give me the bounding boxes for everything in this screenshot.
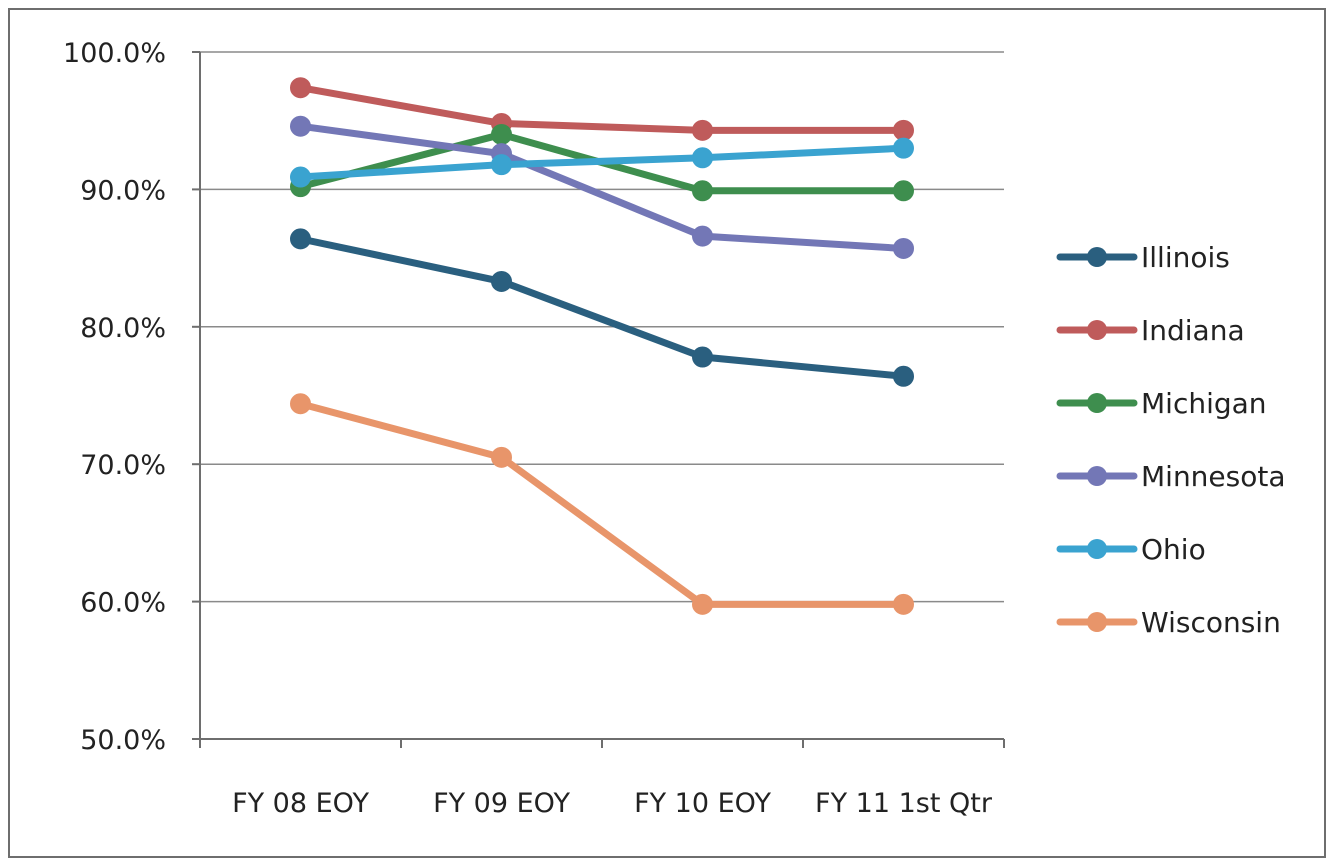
data-point-ohio xyxy=(290,166,311,188)
legend-label-illinois: Illinois xyxy=(1141,241,1230,274)
data-point-michigan xyxy=(692,180,713,202)
data-point-wisconsin xyxy=(692,593,713,615)
data-point-indiana xyxy=(893,119,914,141)
legend-label-indiana: Indiana xyxy=(1141,314,1245,347)
legend-label-michigan: Michigan xyxy=(1141,387,1267,420)
legend-swatch-marker-illinois xyxy=(1087,247,1107,267)
x-tick-label: FY 09 EOY xyxy=(433,788,570,819)
y-tick-label: 90.0% xyxy=(80,175,166,206)
data-point-michigan xyxy=(893,180,914,202)
legend-label-wisconsin: Wisconsin xyxy=(1141,606,1281,639)
data-point-minnesota xyxy=(893,237,914,259)
data-point-minnesota xyxy=(692,225,713,247)
series-line-ohio xyxy=(297,144,907,181)
data-point-ohio xyxy=(491,154,512,176)
y-tick-label: 100.0% xyxy=(63,38,166,69)
data-point-ohio xyxy=(893,137,914,159)
data-point-illinois xyxy=(893,365,914,387)
data-point-indiana xyxy=(692,119,713,141)
data-point-illinois xyxy=(491,270,512,292)
x-tick-label: FY 10 EOY xyxy=(634,788,771,819)
series-line-wisconsin xyxy=(297,400,907,608)
data-point-indiana xyxy=(290,77,311,99)
data-point-ohio xyxy=(692,147,713,169)
data-point-wisconsin xyxy=(290,393,311,415)
data-point-minnesota xyxy=(290,115,311,137)
legend-label-ohio: Ohio xyxy=(1141,533,1206,566)
data-point-michigan xyxy=(491,123,512,145)
chart-frame xyxy=(8,8,1326,858)
legend-swatch-marker-minnesota xyxy=(1087,466,1107,486)
x-tick-label: FY 11 1st Qtr xyxy=(815,788,993,819)
data-point-wisconsin xyxy=(893,593,914,615)
data-point-illinois xyxy=(692,346,713,368)
y-tick-label: 80.0% xyxy=(80,313,166,344)
legend-swatch-marker-michigan xyxy=(1087,393,1107,413)
data-point-wisconsin xyxy=(491,446,512,468)
legend-swatch-marker-ohio xyxy=(1087,539,1107,559)
legend-swatch-marker-wisconsin xyxy=(1087,612,1107,632)
y-tick-label: 70.0% xyxy=(80,450,166,481)
series-line-minnesota xyxy=(297,122,907,252)
legend-label-minnesota: Minnesota xyxy=(1141,460,1286,493)
legend-swatch-marker-indiana xyxy=(1087,320,1107,340)
data-point-illinois xyxy=(290,228,311,250)
y-tick-label: 50.0% xyxy=(80,725,166,756)
series-line-illinois xyxy=(297,235,907,380)
series-line-indiana xyxy=(297,84,907,134)
x-tick-label: FY 08 EOY xyxy=(232,788,369,819)
y-tick-label: 60.0% xyxy=(80,588,166,619)
